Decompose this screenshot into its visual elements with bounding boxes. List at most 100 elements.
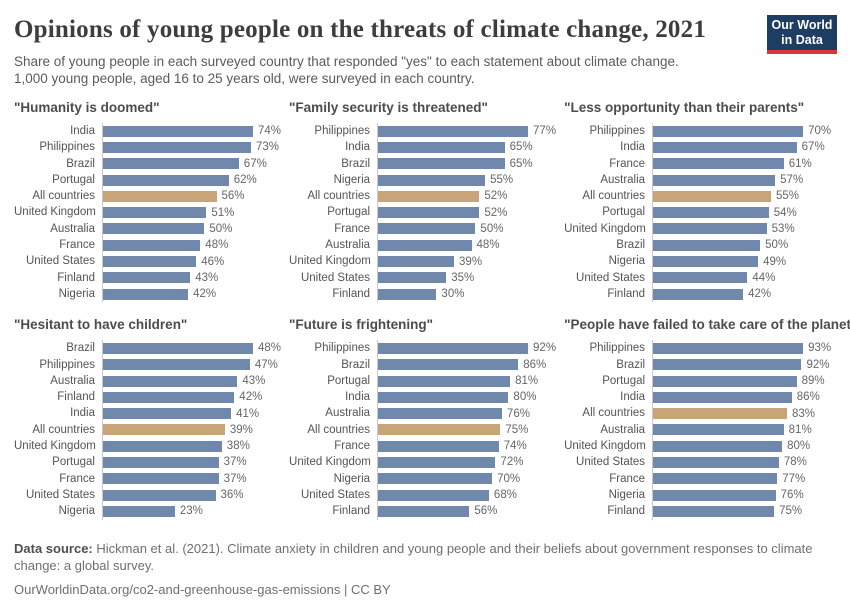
page-title: Opinions of young people on the threats … [14,16,707,43]
country-label: Finland [57,271,95,284]
value-label: 93% [808,342,832,355]
country-label: United States [576,456,646,469]
value-bar [103,440,222,452]
country-label: Philippines [589,342,646,355]
bar-row: Brazil 65% [289,155,556,172]
value-bar [378,359,519,371]
bar-row: Nigeria 55% [289,171,556,189]
value-label: 37% [223,472,247,485]
bar-row: India 86% [564,389,850,406]
country-label: Philippines [314,125,371,137]
country-label: India [70,407,95,420]
value-label: 62% [233,174,257,187]
country-label: All countries [307,423,371,436]
chart-title: "Hesitant to have children" [14,317,188,333]
value-bar [378,342,529,354]
bar-row: Australia 43% [14,372,281,390]
country-label: Portugal [602,374,646,387]
country-label: All countries [582,190,646,203]
value-bar [378,256,455,268]
country-label: United Kingdom [564,222,646,235]
bar-row: France 50% [289,220,556,238]
value-label: 56% [221,190,245,203]
country-label: United Kingdom [14,206,96,219]
country-label: Portugal [52,456,95,469]
value-bar [653,473,778,485]
bar-row: Finland 42% [14,389,281,406]
country-label: Finland [332,505,371,518]
country-label: France [334,222,371,235]
country-label: All countries [307,190,371,203]
bar-track: 42% [102,285,281,303]
country-label: United Kingdom [14,440,96,453]
bar-track: 74% [102,123,281,140]
value-bar [653,223,767,235]
bar-track: 43% [102,372,281,390]
bar-row: India 67% [564,139,850,156]
value-label: 65% [509,157,533,170]
data-source-line: Data source: Hickman et al. (2021). Clim… [14,540,836,575]
bar-track: 43% [102,269,281,286]
bar-track: 37% [102,454,281,471]
bar-track: 42% [102,389,281,406]
bar-row: Finland 43% [14,269,281,286]
bar-track: 81% [377,372,556,390]
country-label: India [345,391,371,404]
country-label: Brazil [66,157,95,170]
value-label: 23% [179,505,203,518]
value-label: 50% [480,222,504,235]
value-bar [653,174,776,186]
bar-row: Brazil 50% [564,237,850,254]
value-bar [103,473,219,485]
value-label: 48% [258,342,282,355]
bar-track: 38% [102,438,281,455]
bar-row: Nigeria 76% [564,486,850,504]
bar-track: 44% [652,269,850,286]
country-label: Finland [57,391,95,404]
bar-row: France 37% [14,470,281,487]
value-bar [378,141,505,153]
highlight-bar [103,424,225,436]
value-bar [103,239,201,251]
country-label: India [620,141,646,154]
value-label: 53% [771,222,795,235]
value-label: 81% [515,375,539,387]
value-bar [103,223,205,235]
value-bar [103,207,207,219]
value-bar [103,391,235,403]
value-label: 92% [533,342,557,355]
value-label: 41% [236,407,260,420]
bar-track: 39% [102,421,281,439]
value-label: 72% [500,456,524,469]
country-label: Brazil [341,358,371,371]
bar-row: All countries 52% [289,188,556,205]
value-label: 73% [256,141,280,154]
value-bar [103,375,238,387]
bar-track: 46% [102,253,281,270]
highlight-bar [653,190,771,202]
bar-row: Australia 50% [14,220,281,238]
country-label: Philippines [39,141,95,154]
value-label: 76% [506,407,530,420]
bar-track: 52% [377,188,556,205]
bar-row: Portugal 52% [289,204,556,221]
bar-row: All countries 39% [14,421,281,439]
bar-row: Finland 30% [289,285,556,303]
value-label: 52% [484,190,508,203]
value-label: 80% [787,440,811,453]
chart-future-is-frightening: "Future is frightening" Philippines 92% Br… [289,316,557,520]
value-label: 30% [441,288,465,301]
bar-track: 62% [102,171,281,189]
bar-row: All countries 75% [289,421,556,439]
bar-track: 30% [377,285,556,303]
bar-row: United Kingdom 53% [564,220,850,238]
value-bar [653,125,804,137]
value-bar [653,391,792,403]
data-source-label: Data source: [14,540,93,556]
bar-track: 39% [377,253,556,270]
value-label: 83% [791,407,815,420]
bar-track: 54% [652,204,850,221]
bar-track: 78% [652,454,850,471]
bar-track: 92% [652,356,850,373]
chart-body: Philippines 93% Brazil 92% Portugal 89% India 8… [564,340,850,520]
